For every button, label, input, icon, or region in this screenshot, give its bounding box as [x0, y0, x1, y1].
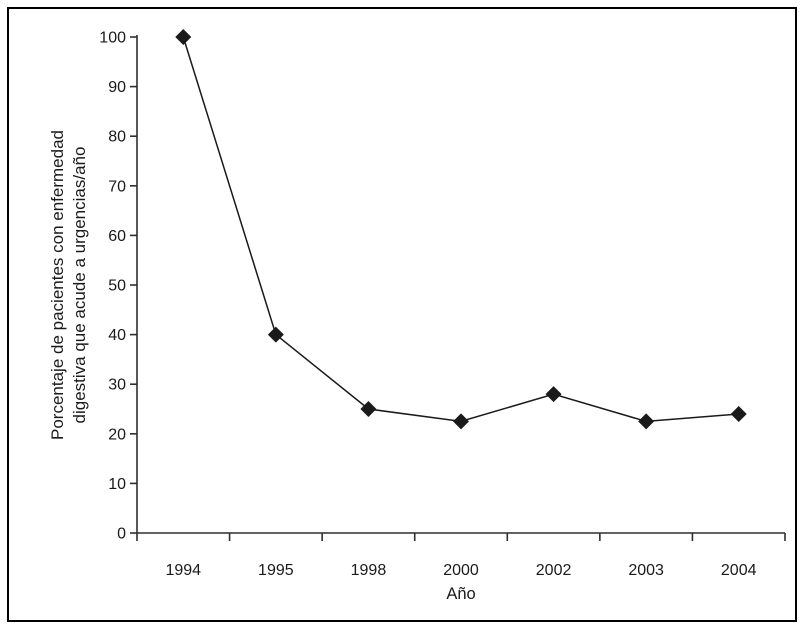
figure-border	[7, 7, 797, 622]
data-line	[182, 36, 739, 423]
y-tick-label: 10	[108, 476, 126, 493]
data-point-marker	[360, 401, 377, 417]
y-axis-title-line2: digestiva que acude a urgencias/año	[70, 147, 89, 424]
y-tick-label: 20	[108, 426, 126, 443]
x-tick-label: 1995	[258, 562, 294, 579]
y-tick-label: 30	[108, 377, 126, 394]
data-point-marker	[545, 386, 562, 403]
data-point-marker	[730, 405, 747, 422]
data-point-marker	[267, 326, 284, 343]
data-point-marker	[638, 413, 655, 430]
y-tick-label: 70	[108, 178, 126, 195]
x-tick-label: 2003	[628, 562, 664, 579]
y-tick-label: 40	[108, 327, 126, 344]
x-tick-label: 2004	[721, 562, 757, 579]
data-point-marker	[453, 413, 469, 430]
y-tick-label: 90	[108, 79, 126, 96]
x-tick-label: 2000	[443, 562, 479, 579]
y-tick-label: 0	[117, 526, 126, 543]
y-tick-label: 80	[108, 129, 126, 146]
y-tick-label: 50	[108, 278, 126, 295]
y-tick-label: 60	[108, 228, 126, 245]
y-tick-label: 100	[99, 30, 126, 47]
x-axis-title: Año	[446, 585, 475, 603]
x-tick-label: 2002	[536, 562, 572, 579]
data-point-marker	[175, 29, 192, 45]
x-tick-label: 1998	[351, 562, 387, 579]
x-tick-label: 1994	[165, 562, 201, 579]
y-axis-title-line1: Porcentaje de pacientes con enfermedad	[48, 130, 67, 440]
